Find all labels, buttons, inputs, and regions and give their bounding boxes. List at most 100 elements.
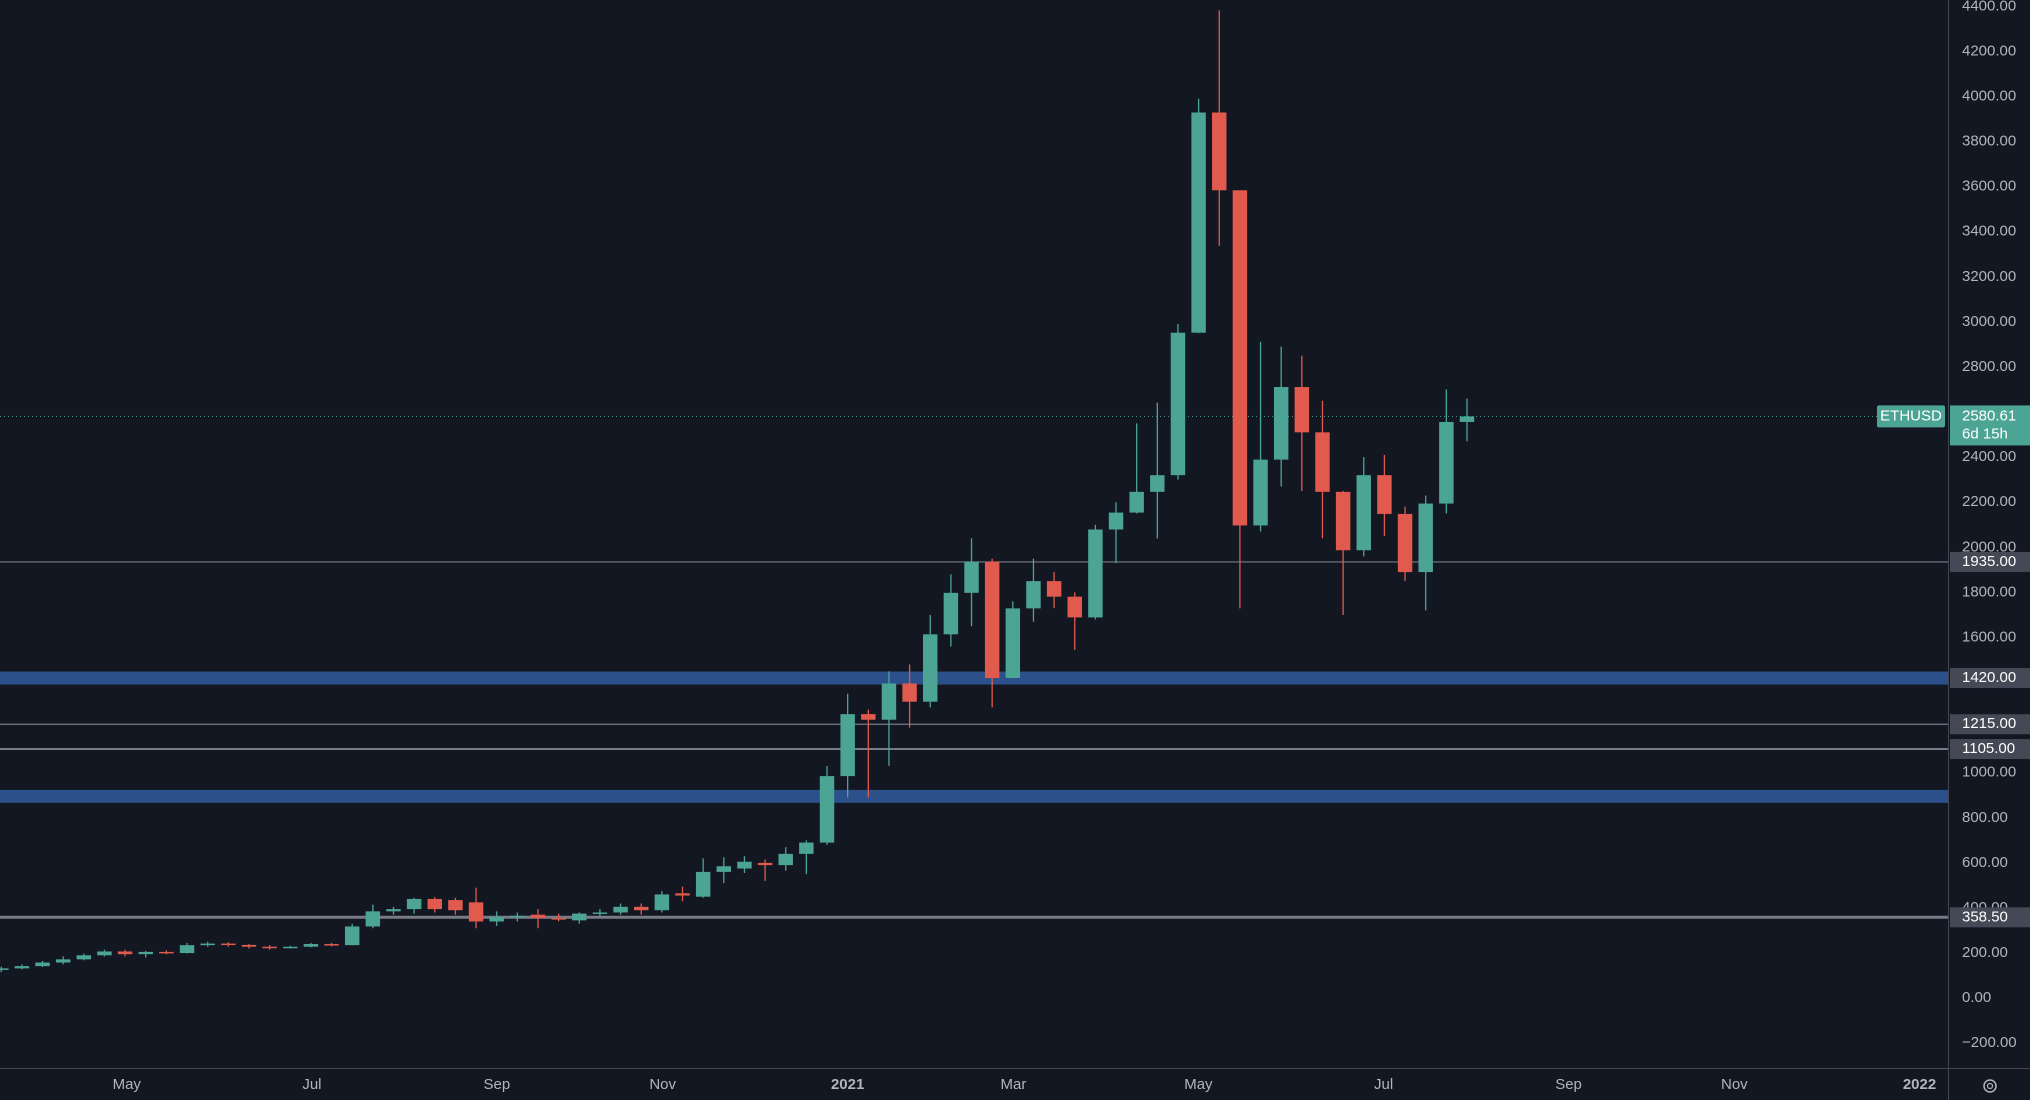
candle-body (344, 926, 360, 946)
candle-body (1377, 475, 1392, 514)
y-tick-label: 1000.00 (1962, 764, 2016, 781)
candle-body (984, 561, 1000, 679)
candle-body (303, 944, 319, 947)
candle-body (572, 913, 587, 921)
level-label-box (1950, 551, 2030, 572)
candle-body (1439, 421, 1454, 504)
candle-body (97, 951, 112, 956)
candle-body (943, 592, 959, 635)
candle-body (613, 906, 628, 913)
y-tick-label: −200.00 (1962, 1034, 2017, 1051)
candle-body (468, 902, 484, 922)
last-price-box (1950, 405, 2030, 446)
y-tick-label: 1600.00 (1962, 628, 2016, 645)
candle-body (819, 776, 835, 843)
candle-body (55, 959, 71, 963)
candle-body (448, 900, 463, 911)
candle-body (159, 951, 174, 954)
x-tick-label: May (113, 1076, 142, 1093)
candle-body (1191, 112, 1206, 333)
candle-body (427, 898, 442, 910)
y-tick-label: 2800.00 (1962, 358, 2016, 375)
y-tick-label: 4000.00 (1962, 87, 2016, 104)
candle-body (324, 944, 339, 946)
x-tick-label: 2021 (831, 1076, 864, 1093)
level-band (0, 671, 1948, 685)
y-tick-label: 3000.00 (1962, 313, 2016, 330)
candle-body (530, 914, 546, 919)
candle-body (1067, 596, 1082, 618)
level-label-box (1950, 907, 2030, 928)
settings-gear[interactable] (1983, 1079, 1997, 1093)
candle-body (1294, 387, 1310, 433)
y-tick-label: 3800.00 (1962, 133, 2016, 150)
candle-body (964, 561, 979, 593)
x-tick-label: Nov (1721, 1076, 1748, 1093)
candle-body (200, 943, 215, 946)
candle-body (1108, 512, 1124, 530)
candle-body (633, 906, 649, 911)
candle-body (592, 912, 608, 914)
candle-body (778, 853, 793, 866)
candle-body (1170, 332, 1186, 476)
x-tick-label: Nov (649, 1076, 676, 1093)
candle-body (1129, 491, 1144, 513)
candle-body (14, 966, 30, 969)
candle-body (902, 683, 917, 702)
level-label-box (1950, 668, 2030, 689)
level-label: 1935.00 (1962, 553, 2016, 570)
candle-body (654, 894, 670, 911)
candle-body (675, 893, 690, 896)
plot (0, 10, 1948, 973)
x-tick-label: May (1184, 1076, 1213, 1093)
level-label: 1105.00 (1962, 740, 2015, 757)
level-label: 1420.00 (1962, 669, 2016, 686)
candle-body (1026, 581, 1041, 609)
y-tick-label: 4400.00 (1962, 0, 2016, 14)
candle-body (76, 955, 92, 960)
candle-body (1459, 416, 1475, 422)
y-tick-label: 4200.00 (1962, 42, 2016, 59)
candle-body (551, 918, 566, 920)
settings-gear-center[interactable] (1986, 1082, 1994, 1090)
symbol-box (1877, 405, 1945, 428)
symbol-label: ETHUSD (1880, 407, 1942, 424)
candle-body (1273, 387, 1289, 460)
x-tick-label: Jul (302, 1076, 321, 1093)
level-label: 358.50 (1962, 908, 2008, 925)
x-tick-label: Sep (484, 1076, 511, 1093)
axes: −200.000.00200.00400.00600.00800.001000.… (113, 0, 2030, 1093)
candle-body (1335, 491, 1351, 551)
candle-body (1088, 529, 1103, 618)
x-tick-label: Mar (1001, 1076, 1027, 1093)
candle-body (386, 909, 401, 912)
candle-body (923, 634, 938, 702)
candle-body (1397, 513, 1413, 573)
candle-body (1232, 190, 1248, 526)
level-label-box (1950, 714, 2030, 735)
candle-body (1315, 432, 1330, 492)
candle-body (510, 915, 525, 918)
y-tick-label: 3200.00 (1962, 268, 2016, 285)
y-tick-label: 600.00 (1962, 854, 2008, 871)
candle-body (138, 951, 153, 955)
candle-body (1253, 459, 1268, 526)
candle-body (757, 862, 773, 866)
candle-body (179, 945, 195, 954)
y-tick-label: 1800.00 (1962, 583, 2016, 600)
candle-body (221, 943, 236, 946)
candle-body (35, 962, 50, 967)
candle-body (840, 714, 855, 777)
settings-icon[interactable] (1983, 1079, 1997, 1093)
y-tick-label: 2400.00 (1962, 448, 2016, 465)
x-tick-label: Sep (1555, 1076, 1582, 1093)
candle-body (1418, 503, 1433, 573)
candle-body (695, 871, 711, 897)
candle-body (881, 683, 897, 720)
level-label: 1215.00 (1962, 715, 2016, 732)
candle-body (737, 861, 752, 869)
candle-body (283, 946, 298, 949)
y-tick-label: 0.00 (1962, 989, 1991, 1006)
candle-body (365, 911, 381, 927)
